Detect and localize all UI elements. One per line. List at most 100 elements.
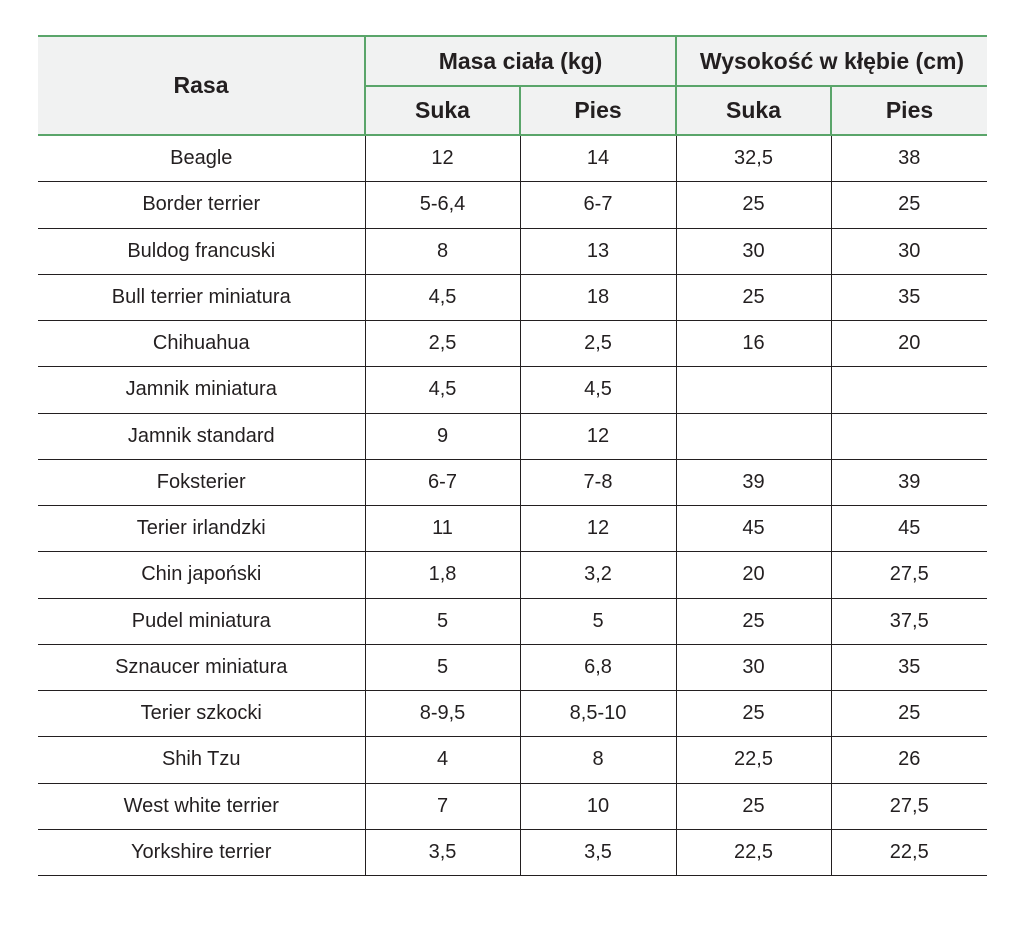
table-row: Jamnik standard 9 12 [38,413,988,460]
cell-mass-female: 1,8 [364,551,520,599]
cell-height-female: 25 [675,181,832,229]
cell-height-female: 25 [675,274,832,322]
header-mass-male: Pies [518,85,677,136]
cell-mass-female: 8-9,5 [364,690,520,738]
cell-breed: West white terrier [38,783,365,830]
cell-breed: Shih Tzu [38,736,365,784]
cell-height-male: 22,5 [830,829,988,877]
header-body-mass-group: Masa ciała (kg) [363,35,677,87]
table-row: Shih Tzu 4 8 22,5 26 [38,736,988,784]
cell-height-male [830,413,988,460]
cell-height-male: 20 [830,320,988,368]
cell-breed: Jamnik miniatura [38,366,365,414]
cell-mass-female: 5 [364,644,520,692]
table-header: Rasa Masa ciała (kg) Wysokość w kłębie (… [38,35,988,136]
cell-height-female: 22,5 [675,829,832,877]
cell-breed: Chihuahua [38,320,365,368]
cell-mass-female: 3,5 [364,829,520,877]
cell-mass-male: 14 [519,135,677,183]
cell-mass-male: 13 [519,228,677,275]
cell-mass-female: 7 [364,783,520,830]
cell-mass-female: 8 [364,228,520,275]
cell-height-female [675,366,832,414]
cell-mass-male: 5 [519,598,677,645]
cell-breed: Foksterier [38,459,365,507]
cell-breed: Bull terrier miniatura [38,274,365,322]
cell-height-female: 22,5 [675,736,832,784]
cell-height-female: 30 [675,644,832,692]
cell-height-male: 26 [830,736,988,784]
header-height-female: Suka [675,85,832,136]
table-row: Sznaucer miniatura 5 6,8 30 35 [38,644,988,692]
cell-height-male: 27,5 [830,551,988,599]
table-row: Bull terrier miniatura 4,5 18 25 35 [38,274,988,322]
cell-height-female: 25 [675,690,832,738]
cell-height-female: 25 [675,598,832,645]
cell-breed: Terier szkocki [38,690,365,738]
cell-breed: Yorkshire terrier [38,829,365,877]
cell-height-male: 37,5 [830,598,988,645]
cell-height-male: 30 [830,228,988,275]
table-row: Border terrier 5-6,4 6-7 25 25 [38,181,988,229]
cell-breed: Pudel miniatura [38,598,365,645]
cell-mass-male: 6-7 [519,181,677,229]
cell-mass-male: 2,5 [519,320,677,368]
cell-mass-female: 2,5 [364,320,520,368]
table-row: Buldog francuski 8 13 30 30 [38,228,988,275]
cell-height-female: 39 [675,459,832,507]
cell-breed: Border terrier [38,181,365,229]
cell-mass-female: 5 [364,598,520,645]
cell-breed: Terier irlandzki [38,505,365,553]
cell-height-female: 20 [675,551,832,599]
cell-height-male: 25 [830,690,988,738]
cell-mass-male: 6,8 [519,644,677,692]
cell-height-male: 27,5 [830,783,988,830]
header-mass-female: Suka [364,85,520,136]
table-row: Beagle 12 14 32,5 38 [38,135,988,183]
cell-mass-female: 6-7 [364,459,520,507]
cell-mass-male: 10 [519,783,677,830]
cell-mass-female: 5-6,4 [364,181,520,229]
cell-mass-female: 4 [364,736,520,784]
cell-height-male: 39 [830,459,988,507]
cell-height-female: 25 [675,783,832,830]
cell-mass-male: 8,5-10 [519,690,677,738]
cell-mass-female: 4,5 [364,274,520,322]
table-row: Yorkshire terrier 3,5 3,5 22,5 22,5 [38,829,988,877]
cell-height-female: 30 [675,228,832,275]
cell-height-male [830,366,988,414]
dog-breeds-table: Rasa Masa ciała (kg) Wysokość w kłębie (… [38,35,988,877]
table-row: Chin japoński 1,8 3,2 20 27,5 [38,551,988,599]
cell-breed: Beagle [38,135,365,183]
cell-breed: Sznaucer miniatura [38,644,365,692]
cell-mass-female: 11 [364,505,520,553]
cell-breed: Chin japoński [38,551,365,599]
cell-mass-male: 3,2 [519,551,677,599]
cell-mass-female: 9 [364,413,520,460]
cell-height-male: 38 [830,135,988,183]
header-withers-height-group: Wysokość w kłębie (cm) [675,35,988,87]
cell-height-female: 16 [675,320,832,368]
cell-breed: Jamnik standard [38,413,365,460]
cell-mass-female: 12 [364,135,520,183]
table-row: Chihuahua 2,5 2,5 16 20 [38,320,988,368]
cell-height-female: 32,5 [675,135,832,183]
cell-mass-male: 12 [519,505,677,553]
cell-mass-female: 4,5 [364,366,520,414]
cell-mass-male: 4,5 [519,366,677,414]
cell-height-male: 35 [830,644,988,692]
cell-height-male: 35 [830,274,988,322]
cell-height-female: 45 [675,505,832,553]
cell-mass-male: 12 [519,413,677,460]
cell-mass-male: 18 [519,274,677,322]
table-row: Jamnik miniatura 4,5 4,5 [38,366,988,414]
header-height-male: Pies [830,85,988,136]
table-body: Beagle 12 14 32,5 38 Border terrier 5-6,4 6-7 25… [38,135,988,877]
table-row: West white terrier 7 10 25 27,5 [38,783,988,830]
dog-breeds-table-container: Rasa Masa ciała (kg) Wysokość w kłębie (… [38,35,988,877]
cell-breed: Buldog francuski [38,228,365,275]
cell-height-female [675,413,832,460]
cell-mass-male: 8 [519,736,677,784]
table-row: Terier irlandzki 11 12 45 45 [38,505,988,553]
table-row: Terier szkocki 8-9,5 8,5-10 25 25 [38,690,988,738]
